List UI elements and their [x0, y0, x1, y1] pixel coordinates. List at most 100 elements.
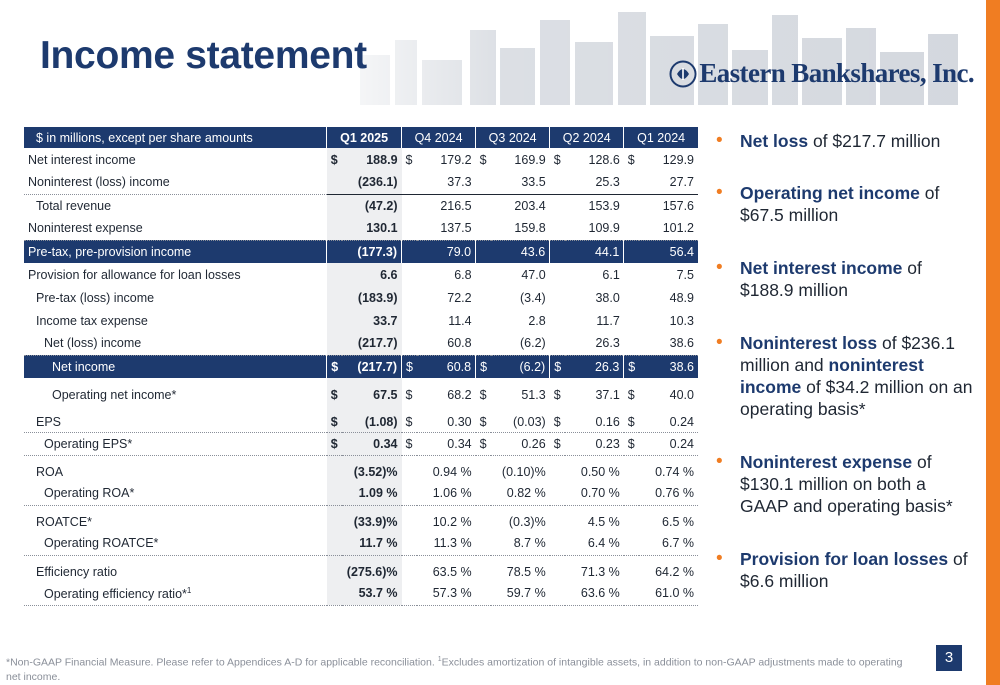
page-title: Income statement — [40, 34, 367, 77]
cell-value: 51.3 — [521, 388, 546, 402]
highlight-item: • Provision for loan losses of $6.6 milli… — [716, 548, 968, 591]
highlight-item: • Net loss of $217.7 million — [716, 130, 941, 151]
dollar-sign — [326, 505, 343, 532]
table-row: Efficiency ratio (275.6)% 63.5 % 78.5 % 71.3… — [24, 555, 698, 582]
dollar-sign — [623, 193, 640, 217]
cell-value: 0.70 % — [565, 482, 624, 506]
cell-value: (33.9)% — [342, 505, 402, 532]
dollar-sign — [623, 171, 640, 195]
row-label: Net interest income — [28, 152, 136, 167]
dollar-sign: $ — [479, 152, 487, 167]
cell-value: 48.9 — [669, 290, 694, 305]
dollar-sign — [402, 286, 418, 309]
table-row: Provision for allowance for loan losses 6… — [24, 263, 698, 286]
cell-value: 0.34 — [417, 432, 476, 456]
cell-value: 56.4 — [639, 240, 698, 263]
cell-value: 6.1 — [602, 267, 620, 282]
cell-value: 67.5 — [342, 378, 402, 405]
cell-value: 38.0 — [595, 290, 620, 305]
logo-text: Eastern Bankshares, Inc. — [699, 58, 974, 88]
dollar-sign: $ — [553, 152, 561, 167]
cell-value: 78.5 % — [506, 565, 546, 579]
dollar-sign — [402, 309, 418, 332]
period-header: Q4 2024 — [401, 127, 476, 148]
cell-value: 8.7 % — [491, 532, 550, 556]
cell-value: 6.6 — [342, 263, 402, 286]
company-logo: Eastern Bankshares, Inc. — [669, 58, 975, 89]
period-header: Q2 2024 — [549, 127, 624, 148]
cell-value: 11.7 % — [342, 532, 402, 556]
dollar-sign — [326, 171, 343, 195]
cell-value: 10.2 % — [432, 515, 472, 529]
dollar-sign — [623, 482, 640, 506]
orange-accent-bar — [986, 0, 1000, 685]
cell-value: (3.52)% — [342, 455, 402, 482]
dollar-sign — [623, 217, 640, 241]
cell-value: 6.5 % — [662, 515, 694, 529]
cell-value: 11.3 % — [417, 532, 476, 556]
dollar-sign — [475, 193, 492, 217]
page-number: 3 — [936, 645, 962, 671]
cell-value: 6.7 % — [639, 532, 698, 556]
dollar-sign — [475, 582, 492, 606]
dollar-sign — [475, 482, 492, 506]
cell-value: 101.2 — [639, 217, 698, 241]
dollar-sign: $ — [401, 405, 418, 433]
cell-value: 10.3 — [669, 313, 694, 328]
cell-value: 0.94 % — [432, 465, 472, 479]
highlight-item: • Noninterest loss of $236.1 million and … — [716, 332, 973, 419]
cell-value: 38.6 — [639, 355, 698, 378]
cell-value: 2.8 — [528, 313, 546, 328]
dollar-sign — [402, 505, 418, 532]
cell-value: 0.24 — [639, 405, 698, 433]
dollar-sign — [624, 286, 640, 309]
row-label: Operating net income* — [52, 388, 177, 402]
row-label: Income tax expense — [36, 313, 148, 328]
table-row: Net (loss) income (217.7) 60.8 (6.2) 26.3 38.… — [24, 332, 698, 356]
period-header: Q1 2024 — [623, 127, 698, 148]
dollar-sign — [550, 505, 566, 532]
row-label: EPS — [24, 405, 327, 433]
cell-value: (217.7) — [342, 332, 402, 356]
dollar-sign — [475, 532, 492, 556]
dollar-sign: $ — [623, 405, 640, 433]
table-row: Operating ROATCE* 11.7 % 11.3 % 8.7 % 6.4 % 6… — [24, 532, 698, 556]
cell-value: 0.82 % — [491, 482, 550, 506]
bullet-icon: • — [716, 130, 723, 151]
row-label: Operating EPS* — [24, 432, 327, 456]
cell-value: 53.7 % — [342, 582, 402, 606]
cell-value: 128.6 — [588, 152, 620, 167]
cell-value: 7.5 — [676, 267, 694, 282]
cell-value: 60.8 — [417, 355, 476, 378]
table-row: Net interest income $188.9 $179.2 $169.9 $12… — [24, 148, 698, 171]
dollar-sign: $ — [326, 378, 343, 405]
row-label: Provision for allowance for loan losses — [28, 267, 241, 282]
dollar-sign — [475, 332, 492, 356]
highlight-item: • Operating net income of $67.5 million — [716, 182, 940, 225]
cell-value: 68.2 — [447, 388, 472, 402]
dollar-sign — [475, 171, 492, 195]
cell-value: (3.4) — [520, 290, 546, 305]
cell-value: 0.74 % — [655, 465, 694, 479]
dollar-sign: $ — [549, 355, 566, 378]
cell-value: 37.3 — [417, 171, 476, 195]
cell-value: 72.2 — [447, 290, 472, 305]
dollar-sign — [326, 332, 343, 356]
bullet-icon: • — [716, 451, 723, 472]
cell-value: (236.1) — [342, 171, 402, 195]
cell-value: 0.76 % — [639, 482, 698, 506]
cell-value: 137.5 — [417, 217, 476, 241]
dollar-sign — [624, 263, 640, 286]
cell-value: 26.3 — [565, 355, 624, 378]
cell-value: 0.24 — [639, 432, 698, 456]
cell-value: 44.1 — [565, 240, 624, 263]
dollar-sign — [549, 332, 566, 356]
cell-value: 169.9 — [514, 152, 546, 167]
dollar-sign — [401, 482, 418, 506]
row-label: Operating ROATCE* — [24, 532, 327, 556]
table-row: ROA (3.52)% 0.94 % (0.10)% 0.50 % 0.74 % — [24, 455, 698, 482]
dollar-sign: $ — [479, 388, 487, 402]
row-label: ROA — [36, 465, 64, 479]
highlights-list: • Net loss of $217.7 million • Operating n… — [716, 130, 978, 592]
dollar-sign — [326, 240, 343, 263]
